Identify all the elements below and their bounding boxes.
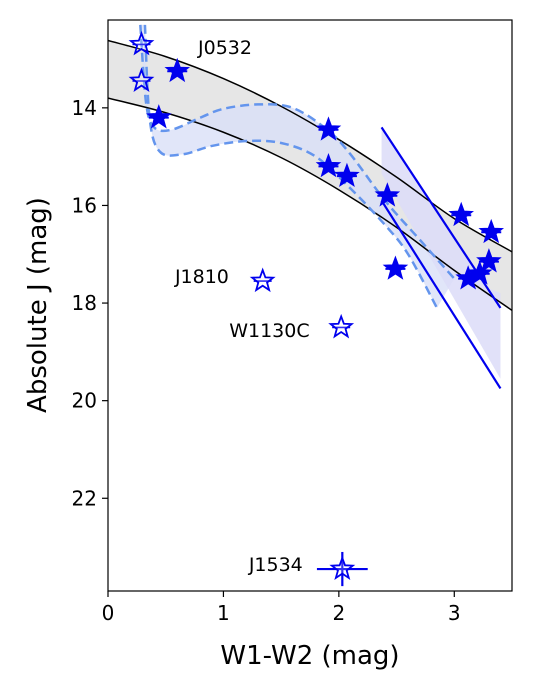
markers-layer (128, 30, 505, 587)
filled-star-point-7 (478, 218, 505, 244)
annotation-label-1: J1810 (174, 266, 229, 288)
filled-star-point-5 (374, 182, 401, 207)
filled-star-point-2 (315, 116, 342, 141)
linear-band-lower-line (380, 199, 502, 390)
bands-layer (108, 24, 512, 379)
polynomial-band-fill (108, 40, 512, 311)
plot-frame (107, 19, 513, 592)
filled-star-point-8 (382, 255, 409, 280)
filled-star-point-1 (146, 104, 172, 129)
open-star-point-4 (329, 555, 356, 581)
open-star-point-2 (249, 267, 276, 293)
y-tick-label-0: 14 (72, 96, 97, 120)
filled-star-point-3 (315, 152, 342, 178)
x-tick-label-1: 1 (217, 601, 230, 625)
annotation-label-0: J0532 (197, 37, 252, 59)
linear-band-fill (381, 127, 501, 379)
annotation-label-3: J1534 (248, 554, 303, 576)
y-tick-label-2: 18 (72, 291, 97, 315)
filled-star-point-10 (466, 260, 493, 285)
open-star-point-0 (128, 30, 155, 56)
annotations-layer: J0532 J1810 W1130C J1534 (174, 37, 310, 576)
filled-star-point-6 (448, 201, 474, 227)
y-tick-label-1: 16 (72, 193, 97, 217)
filled-star-point-11 (476, 248, 502, 273)
x-tick-label-3: 3 (448, 601, 461, 625)
open-star-point-1 (128, 67, 155, 92)
filled-star-point-0 (164, 57, 191, 83)
x-tick-label-2: 2 (332, 601, 345, 625)
y-tick-label-4: 22 (72, 486, 97, 510)
annotation-label-2: W1130C (229, 320, 309, 342)
x-tick-label-0: 0 (102, 601, 115, 625)
y-axis-label: Absolute J (mag) (23, 197, 53, 413)
dashed-band-lower-line (143, 24, 439, 309)
axes-layer: 0 1 2 3 14 16 18 20 22 (72, 96, 461, 625)
y-tick-label-3: 20 (72, 389, 97, 413)
filled-star-point-4 (334, 162, 360, 188)
polynomial-band-lower-line (108, 97, 512, 311)
x-axis-label: W1-W2 (mag) (220, 641, 399, 671)
open-star-point-3 (328, 313, 355, 339)
